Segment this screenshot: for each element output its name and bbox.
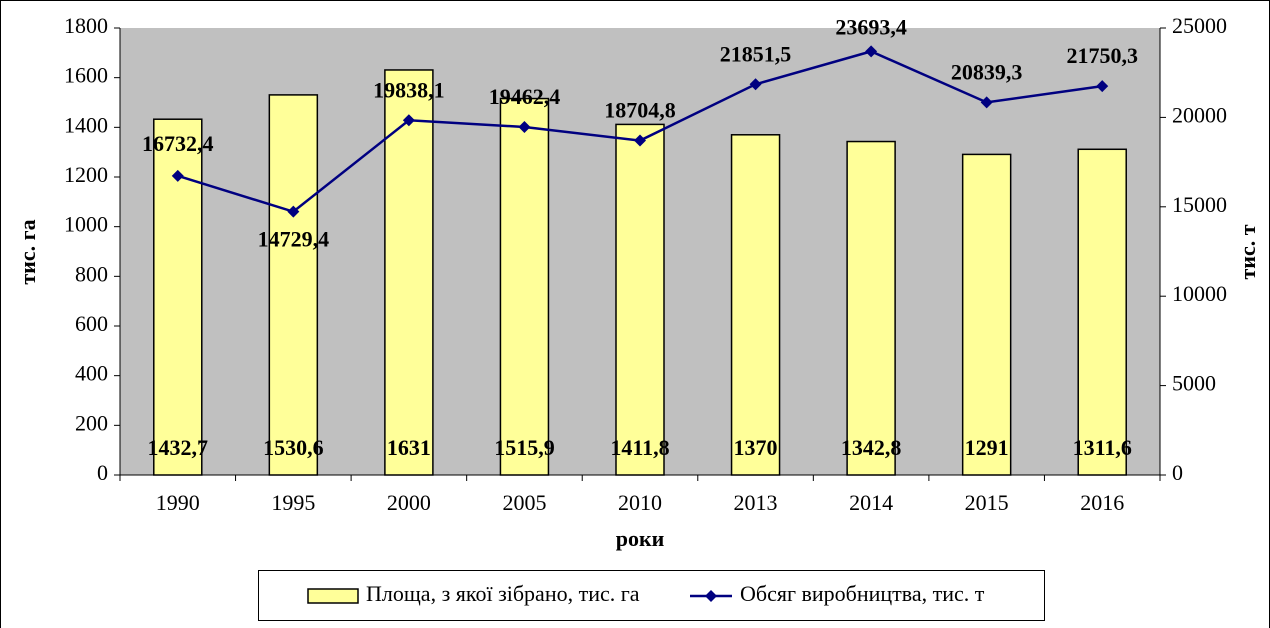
line-value-label: 19462,4 <box>489 84 561 109</box>
bar <box>615 123 665 476</box>
y-tick-label: 1400 <box>64 112 108 137</box>
x-tick-label: 1990 <box>156 490 200 515</box>
x-tick-label: 2014 <box>849 490 893 515</box>
marker <box>865 45 878 58</box>
y2-tick-label: 15000 <box>1172 192 1227 217</box>
y-tick-label: 800 <box>75 261 108 286</box>
y2-tick-label: 20000 <box>1172 102 1227 127</box>
bar-value-label: 1311,6 <box>1073 435 1132 460</box>
bar-value-label: 1342,8 <box>841 435 902 460</box>
legend-marker <box>705 590 717 602</box>
y-axis-label: тис. га <box>15 219 40 284</box>
legend-swatch <box>307 588 359 604</box>
bar-value-label: 1432,7 <box>148 435 209 460</box>
x-tick-label: 2013 <box>734 490 778 515</box>
line-value-label: 18704,8 <box>604 98 676 123</box>
bar <box>730 134 781 476</box>
line-value-label: 19838,1 <box>373 77 445 102</box>
x-tick-label: 2005 <box>502 490 546 515</box>
bar-value-label: 1515,9 <box>494 435 555 460</box>
bar <box>268 94 319 476</box>
y-tick-label: 1600 <box>64 63 108 88</box>
bar <box>961 153 1012 476</box>
y-tick-label: 0 <box>97 460 108 485</box>
x-tick-label: 2010 <box>618 490 662 515</box>
line-value-label: 21750,3 <box>1066 43 1138 68</box>
x-tick-label: 2015 <box>965 490 1009 515</box>
line-value-label: 14729,4 <box>258 227 330 252</box>
marker <box>287 205 300 218</box>
line-value-label: 16732,4 <box>142 131 214 156</box>
bar-value-label: 1631 <box>387 435 431 460</box>
y-tick-label: 600 <box>75 311 108 336</box>
y-tick-label: 1000 <box>64 212 108 237</box>
legend-box <box>258 570 1045 621</box>
marker <box>634 134 646 147</box>
x-tick-label: 2016 <box>1080 490 1124 515</box>
y-tick-label: 200 <box>75 410 108 435</box>
bar-value-label: 1530,6 <box>263 435 324 460</box>
marker <box>171 169 184 182</box>
legend-label: Обсяг виробництва, тис. т <box>740 581 985 606</box>
marker <box>402 114 415 127</box>
bar-value-label: 1291 <box>965 435 1009 460</box>
bar <box>499 97 550 476</box>
x-axis-label: роки <box>616 526 665 551</box>
y-tick-label: 400 <box>75 361 108 386</box>
line-value-label: 20839,3 <box>951 59 1023 84</box>
marker <box>1096 80 1109 93</box>
bar <box>846 140 896 476</box>
y2-tick-label: 25000 <box>1172 13 1227 38</box>
y2-tick-label: 5000 <box>1172 371 1216 396</box>
x-tick-label: 2000 <box>387 490 431 515</box>
bar-value-label: 1411,8 <box>610 435 669 460</box>
y2-tick-label: 10000 <box>1172 281 1227 306</box>
y2-tick-label: 0 <box>1172 460 1183 485</box>
marker <box>749 78 762 91</box>
line-value-label: 23693,4 <box>835 14 907 39</box>
bar <box>384 69 434 476</box>
y-tick-label: 1800 <box>64 13 108 38</box>
bar-value-label: 1370 <box>734 435 778 460</box>
bar <box>153 118 203 476</box>
marker <box>980 96 993 109</box>
y2-axis-label: тис. т <box>1235 224 1260 279</box>
y-tick-label: 1200 <box>64 162 108 187</box>
marker <box>518 121 531 134</box>
bar <box>1077 148 1127 476</box>
x-tick-label: 1995 <box>271 490 315 515</box>
legend-label: Площа, з якої зібрано, тис. га <box>366 581 640 606</box>
line-value-label: 21851,5 <box>720 41 792 66</box>
